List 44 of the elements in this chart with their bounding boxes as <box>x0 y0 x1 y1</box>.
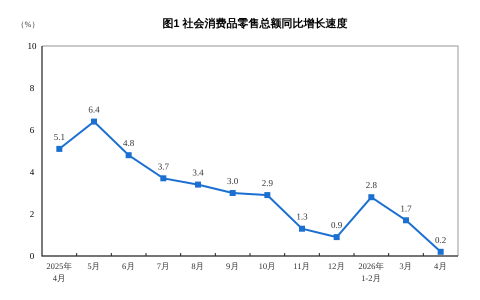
y-tick-label: 4 <box>30 167 35 177</box>
data-label: 0.2 <box>435 234 446 245</box>
data-label: 3.0 <box>227 176 239 186</box>
x-tick-label: 11月 <box>293 261 311 271</box>
data-label: 5.1 <box>54 132 65 142</box>
y-tick-label: 10 <box>28 41 37 51</box>
data-label: 3.4 <box>192 168 204 178</box>
y-tick-label: 2 <box>30 209 34 219</box>
point <box>403 217 409 224</box>
x-tick-label: 2026年 1-2月 <box>358 261 384 283</box>
y-tick-label: 8 <box>30 83 35 93</box>
data-label: 1.7 <box>400 203 412 214</box>
x-tick-label: 5月 <box>87 261 101 271</box>
point <box>264 192 270 198</box>
y-axis-title: （%） <box>16 20 40 29</box>
data-label: 3.7 <box>158 161 170 172</box>
x-tick-label: 3月 <box>399 261 413 271</box>
point <box>195 182 201 188</box>
data-label: 4.8 <box>123 138 135 148</box>
point <box>334 234 340 240</box>
x-tick-label: 10月 <box>258 261 276 271</box>
point <box>126 152 132 158</box>
point <box>56 146 62 152</box>
point <box>230 190 236 196</box>
point <box>160 175 166 182</box>
data-label: 2.8 <box>366 180 378 190</box>
x-tick-label: 9月 <box>226 261 240 271</box>
chart-title: 图1 社会消费品零售总额同比增长速度 <box>162 17 348 30</box>
x-tick-label: 12月 <box>328 261 346 271</box>
data-label: 2.9 <box>262 178 274 188</box>
data-label: 1.3 <box>296 212 308 222</box>
point <box>438 248 444 255</box>
point <box>299 226 305 232</box>
x-tick-label: 6月 <box>122 261 136 271</box>
x-tick-label: 4月 <box>434 261 448 271</box>
point <box>91 118 97 125</box>
data-label: 0.9 <box>331 220 343 230</box>
y-tick-label: 6 <box>30 125 35 135</box>
x-tick-label: 7月 <box>156 261 170 271</box>
x-tick-label: 8月 <box>191 261 205 271</box>
y-tick-label: 0 <box>30 251 35 261</box>
x-tick-label: 2025年 4月 <box>46 261 72 283</box>
data-label: 6.4 <box>88 104 100 115</box>
point <box>368 194 374 200</box>
